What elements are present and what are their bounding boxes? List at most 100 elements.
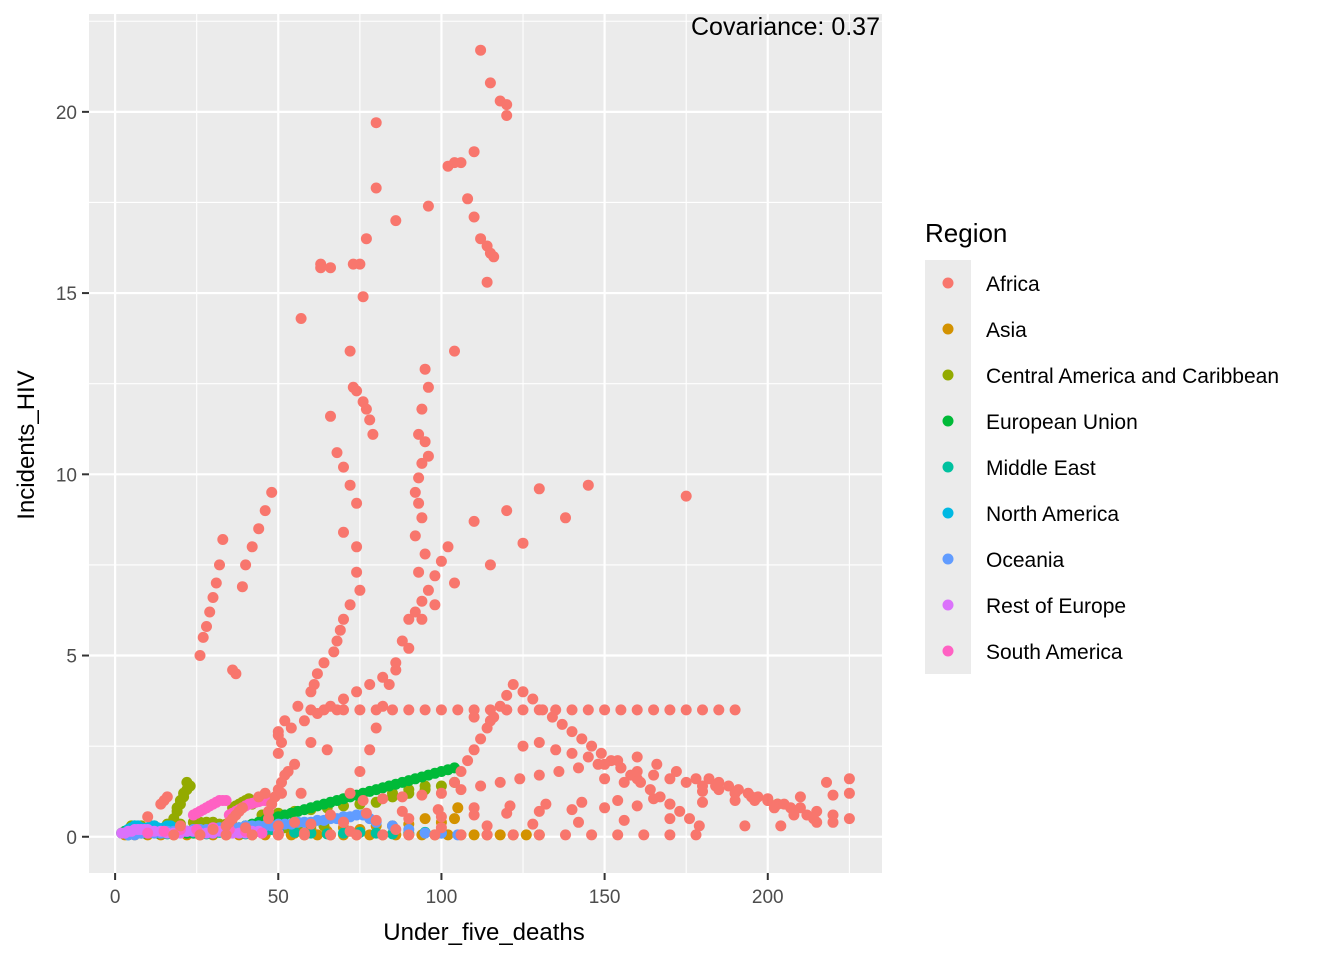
data-point (351, 566, 363, 578)
data-point (325, 829, 336, 841)
data-point (158, 825, 170, 837)
legend-label: Middle East (986, 457, 1096, 480)
data-point (246, 541, 258, 553)
data-point (272, 729, 284, 741)
plot-panel (89, 14, 882, 873)
data-point (775, 820, 787, 832)
data-point (599, 704, 611, 716)
covariance-annotation: Covariance: 0.37 (691, 13, 880, 41)
data-point (325, 809, 336, 821)
data-point (354, 584, 366, 596)
data-point (396, 805, 408, 817)
data-point (507, 679, 519, 690)
data-point (390, 664, 402, 676)
data-point (142, 811, 154, 823)
data-point (429, 570, 441, 582)
x-axis-ticks: 0 50 100 150 200 (110, 873, 784, 908)
data-point (184, 780, 196, 792)
data-point (289, 758, 301, 770)
data-point (403, 704, 415, 716)
y-tick-label: 15 (56, 284, 77, 305)
legend-label: Rest of Europe (986, 595, 1126, 618)
x-tick-label: 150 (589, 887, 621, 908)
data-point (533, 829, 545, 841)
data-point (416, 512, 428, 524)
data-point (338, 613, 349, 625)
data-point (631, 766, 643, 777)
legend-label: South America (986, 641, 1123, 664)
data-point (507, 829, 519, 841)
data-point (501, 110, 513, 121)
data-point (648, 769, 660, 781)
data-point (664, 798, 676, 810)
data-point (566, 747, 578, 759)
x-tick-label: 0 (110, 887, 121, 908)
data-point (560, 829, 571, 841)
data-point (351, 541, 363, 553)
data-point (680, 704, 692, 716)
data-point (550, 704, 562, 716)
x-tick-label: 100 (426, 887, 458, 908)
data-point (357, 795, 369, 806)
data-point (710, 780, 722, 792)
data-point (351, 497, 363, 509)
data-point (295, 313, 307, 324)
data-point (419, 436, 431, 448)
data-points (116, 44, 855, 841)
data-point (533, 483, 545, 495)
y-tick-label: 10 (56, 465, 77, 486)
data-point (390, 215, 402, 227)
data-point (481, 829, 493, 841)
data-point (338, 704, 349, 716)
data-point (488, 251, 500, 263)
data-point (334, 624, 346, 636)
data-point (403, 642, 415, 654)
data-point (778, 798, 790, 810)
legend-key-european-union (942, 415, 954, 427)
data-point (690, 829, 702, 841)
data-point (762, 793, 774, 805)
data-point (220, 829, 232, 841)
data-point (311, 708, 323, 719)
data-point (207, 592, 219, 603)
data-point (142, 827, 154, 839)
data-point (289, 826, 301, 838)
data-point (697, 704, 708, 716)
data-point (690, 773, 702, 785)
data-point (494, 776, 506, 788)
data-point (517, 537, 529, 549)
data-point (582, 479, 594, 491)
data-point (449, 813, 460, 825)
y-tick-label: 0 (66, 828, 77, 849)
data-point (484, 559, 496, 571)
data-point (285, 722, 297, 734)
data-point (504, 800, 516, 812)
data-point (272, 747, 284, 759)
data-point (586, 829, 598, 841)
data-point (419, 780, 431, 792)
data-point (468, 711, 480, 723)
data-point (517, 740, 529, 752)
data-point (501, 704, 513, 716)
data-point (462, 193, 474, 205)
data-point (664, 773, 676, 785)
data-point (357, 291, 369, 303)
data-point (419, 827, 431, 839)
legend-key-north-america (942, 507, 954, 519)
data-point (843, 787, 855, 799)
data-point (501, 505, 513, 517)
data-point (416, 457, 428, 469)
data-point (331, 447, 343, 459)
data-point (194, 829, 206, 841)
data-point (533, 737, 545, 748)
data-point (344, 787, 356, 799)
data-point (403, 829, 415, 841)
data-point (259, 505, 271, 517)
data-point (576, 796, 588, 808)
data-point (648, 793, 660, 805)
legend-key-asia (942, 323, 954, 335)
data-point (475, 44, 487, 56)
legend: Region Africa Asia Central America and Car… (925, 218, 1279, 674)
data-point (325, 410, 336, 422)
data-point (272, 829, 284, 841)
